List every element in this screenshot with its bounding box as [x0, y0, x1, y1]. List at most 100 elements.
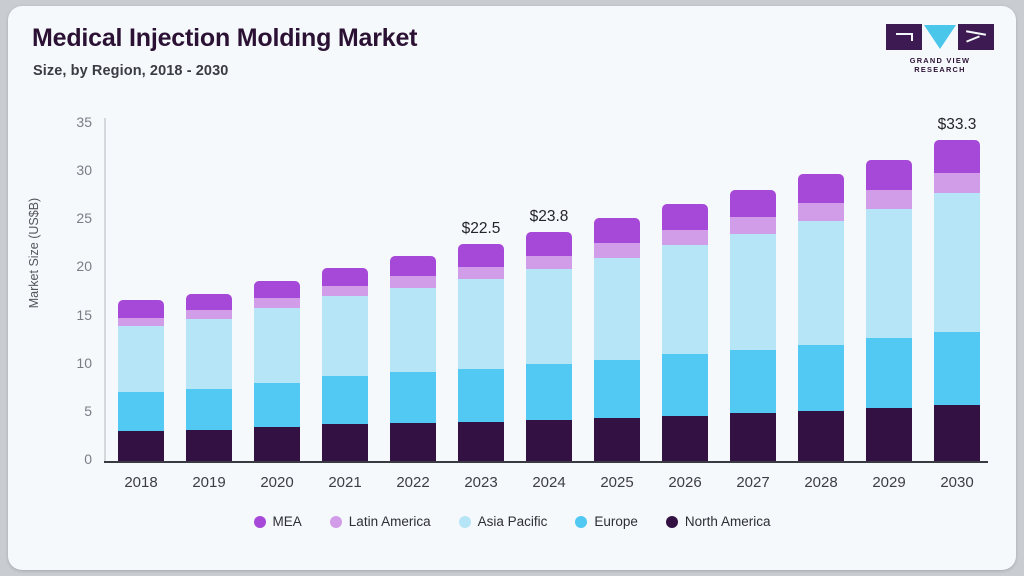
- bar-segment-europe-2020[interactable]: [254, 383, 300, 428]
- bar-segment-mea-2026[interactable]: [662, 203, 708, 230]
- bar-segment-mea-2024[interactable]: [526, 231, 572, 256]
- bar-segment-latin-america-2030[interactable]: [934, 173, 980, 194]
- y-axis-label: Market Size (US$B): [27, 197, 41, 309]
- bar-segment-north-america-2028[interactable]: [798, 410, 844, 461]
- bar-group-2029[interactable]: [866, 159, 912, 461]
- legend-item-latin-america[interactable]: Latin America: [329, 514, 431, 529]
- legend-item-north-america[interactable]: North America: [665, 514, 771, 529]
- bar-group-2026[interactable]: [662, 203, 708, 461]
- bar-segment-north-america-2024[interactable]: [526, 419, 572, 461]
- bar-segment-europe-2021[interactable]: [322, 376, 368, 425]
- bar-segment-mea-2020[interactable]: [254, 280, 300, 299]
- bar-segment-asia-pacific-2019[interactable]: [186, 318, 232, 389]
- bar-segment-latin-america-2023[interactable]: [458, 266, 504, 280]
- x-axis-tick-2027: 2027: [736, 474, 770, 491]
- bar-segment-latin-america-2029[interactable]: [866, 189, 912, 209]
- bar-segment-asia-pacific-2030[interactable]: [934, 193, 980, 332]
- bar-segment-europe-2023[interactable]: [458, 368, 504, 422]
- bar-segment-mea-2030[interactable]: [934, 140, 980, 174]
- bar-segment-latin-america-2019[interactable]: [186, 309, 232, 319]
- bar-group-2030[interactable]: $33.3: [934, 116, 980, 461]
- x-axis-tick-2025: 2025: [600, 474, 634, 491]
- bar-segment-europe-2027[interactable]: [730, 350, 776, 413]
- x-axis-tick-2020: 2020: [260, 474, 294, 491]
- bar-segment-north-america-2025[interactable]: [594, 417, 640, 461]
- bar-segment-north-america-2019[interactable]: [186, 430, 232, 461]
- bar-segment-latin-america-2020[interactable]: [254, 298, 300, 308]
- bar-segment-latin-america-2024[interactable]: [526, 255, 572, 270]
- bar-segment-north-america-2026[interactable]: [662, 415, 708, 461]
- chart-legend: MEA Latin America Asia Pacific Europe North …: [8, 514, 1016, 529]
- bar-segment-latin-america-2022[interactable]: [390, 276, 436, 288]
- bar-segment-asia-pacific-2024[interactable]: [526, 269, 572, 364]
- legend-item-mea[interactable]: MEA: [253, 514, 302, 529]
- bar-group-2019[interactable]: [186, 294, 232, 461]
- bar-segment-asia-pacific-2025[interactable]: [594, 257, 640, 360]
- bar-segment-asia-pacific-2028[interactable]: [798, 221, 844, 345]
- bar-segment-north-america-2027[interactable]: [730, 412, 776, 461]
- bar-segment-asia-pacific-2026[interactable]: [662, 245, 708, 355]
- x-axis-tick-2024: 2024: [532, 474, 566, 491]
- x-axis-tick-2029: 2029: [872, 474, 906, 491]
- bar-group-2021[interactable]: [322, 267, 368, 461]
- bar-segment-north-america-2030[interactable]: [934, 405, 980, 461]
- bar-group-2028[interactable]: [798, 174, 844, 461]
- bar-segment-asia-pacific-2020[interactable]: [254, 307, 300, 384]
- legend-item-asia-pacific[interactable]: Asia Pacific: [458, 514, 547, 529]
- bar-value-label-2030: $33.3: [937, 116, 977, 134]
- bar-segment-mea-2027[interactable]: [730, 190, 776, 218]
- bar-segment-north-america-2023[interactable]: [458, 421, 504, 461]
- y-axis-tick-5: 5: [84, 402, 92, 419]
- bar-segment-europe-2029[interactable]: [866, 337, 912, 409]
- bar-segment-mea-2025[interactable]: [594, 218, 640, 244]
- bar-segment-europe-2028[interactable]: [798, 344, 844, 411]
- bar-segment-europe-2030[interactable]: [934, 331, 980, 406]
- bar-group-2018[interactable]: [118, 300, 164, 461]
- bar-segment-north-america-2018[interactable]: [118, 431, 164, 461]
- bar-segment-mea-2019[interactable]: [186, 294, 232, 310]
- bar-group-2024[interactable]: $23.8: [526, 208, 572, 461]
- bar-value-label-2023: $22.5: [461, 220, 501, 238]
- bar-segment-mea-2018[interactable]: [118, 300, 164, 318]
- bar-segment-mea-2023[interactable]: [458, 244, 504, 267]
- y-axis-line: [104, 118, 106, 461]
- bar-segment-europe-2024[interactable]: [526, 363, 572, 420]
- bar-segment-north-america-2022[interactable]: [390, 422, 436, 461]
- bar-group-2023[interactable]: $22.5: [458, 220, 504, 461]
- bar-segment-north-america-2021[interactable]: [322, 424, 368, 461]
- bar-segment-latin-america-2025[interactable]: [594, 243, 640, 258]
- bar-group-2020[interactable]: [254, 280, 300, 461]
- legend-item-europe[interactable]: Europe: [575, 514, 638, 529]
- bar-segment-asia-pacific-2021[interactable]: [322, 296, 368, 377]
- bar-segment-latin-america-2027[interactable]: [730, 217, 776, 234]
- bar-segment-mea-2028[interactable]: [798, 174, 844, 203]
- bar-segment-latin-america-2026[interactable]: [662, 229, 708, 246]
- bar-segment-mea-2022[interactable]: [390, 255, 436, 277]
- bar-segment-latin-america-2028[interactable]: [798, 203, 844, 222]
- bar-segment-europe-2018[interactable]: [118, 391, 164, 432]
- bar-chart: Market Size (US$B) 0 5 10 15 20 25 30 35 $22.5 $…: [8, 6, 1016, 570]
- bar-segment-europe-2019[interactable]: [186, 388, 232, 431]
- bar-segment-north-america-2029[interactable]: [866, 408, 912, 461]
- bar-segment-mea-2029[interactable]: [866, 159, 912, 190]
- bar-segment-europe-2025[interactable]: [594, 359, 640, 418]
- logo-marks: [886, 24, 994, 52]
- bar-group-2027[interactable]: [730, 190, 776, 461]
- x-axis-tick-2023: 2023: [464, 474, 498, 491]
- bar-segment-asia-pacific-2022[interactable]: [390, 287, 436, 373]
- bar-group-2025[interactable]: [594, 218, 640, 461]
- bar-segment-latin-america-2018[interactable]: [118, 317, 164, 327]
- chart-subtitle: Size, by Region, 2018 - 2030: [33, 63, 229, 79]
- bar-segment-asia-pacific-2027[interactable]: [730, 233, 776, 351]
- legend-label: North America: [684, 514, 771, 529]
- bar-segment-europe-2026[interactable]: [662, 354, 708, 416]
- bar-segment-asia-pacific-2018[interactable]: [118, 326, 164, 392]
- bar-segment-asia-pacific-2023[interactable]: [458, 279, 504, 369]
- bar-segment-north-america-2020[interactable]: [254, 427, 300, 461]
- bar-segment-latin-america-2021[interactable]: [322, 285, 368, 297]
- y-axis-tick-35: 35: [76, 114, 92, 130]
- bar-segment-europe-2022[interactable]: [390, 372, 436, 423]
- bar-segment-asia-pacific-2029[interactable]: [866, 208, 912, 338]
- bar-group-2022[interactable]: [390, 255, 436, 461]
- bar-segment-mea-2021[interactable]: [322, 267, 368, 286]
